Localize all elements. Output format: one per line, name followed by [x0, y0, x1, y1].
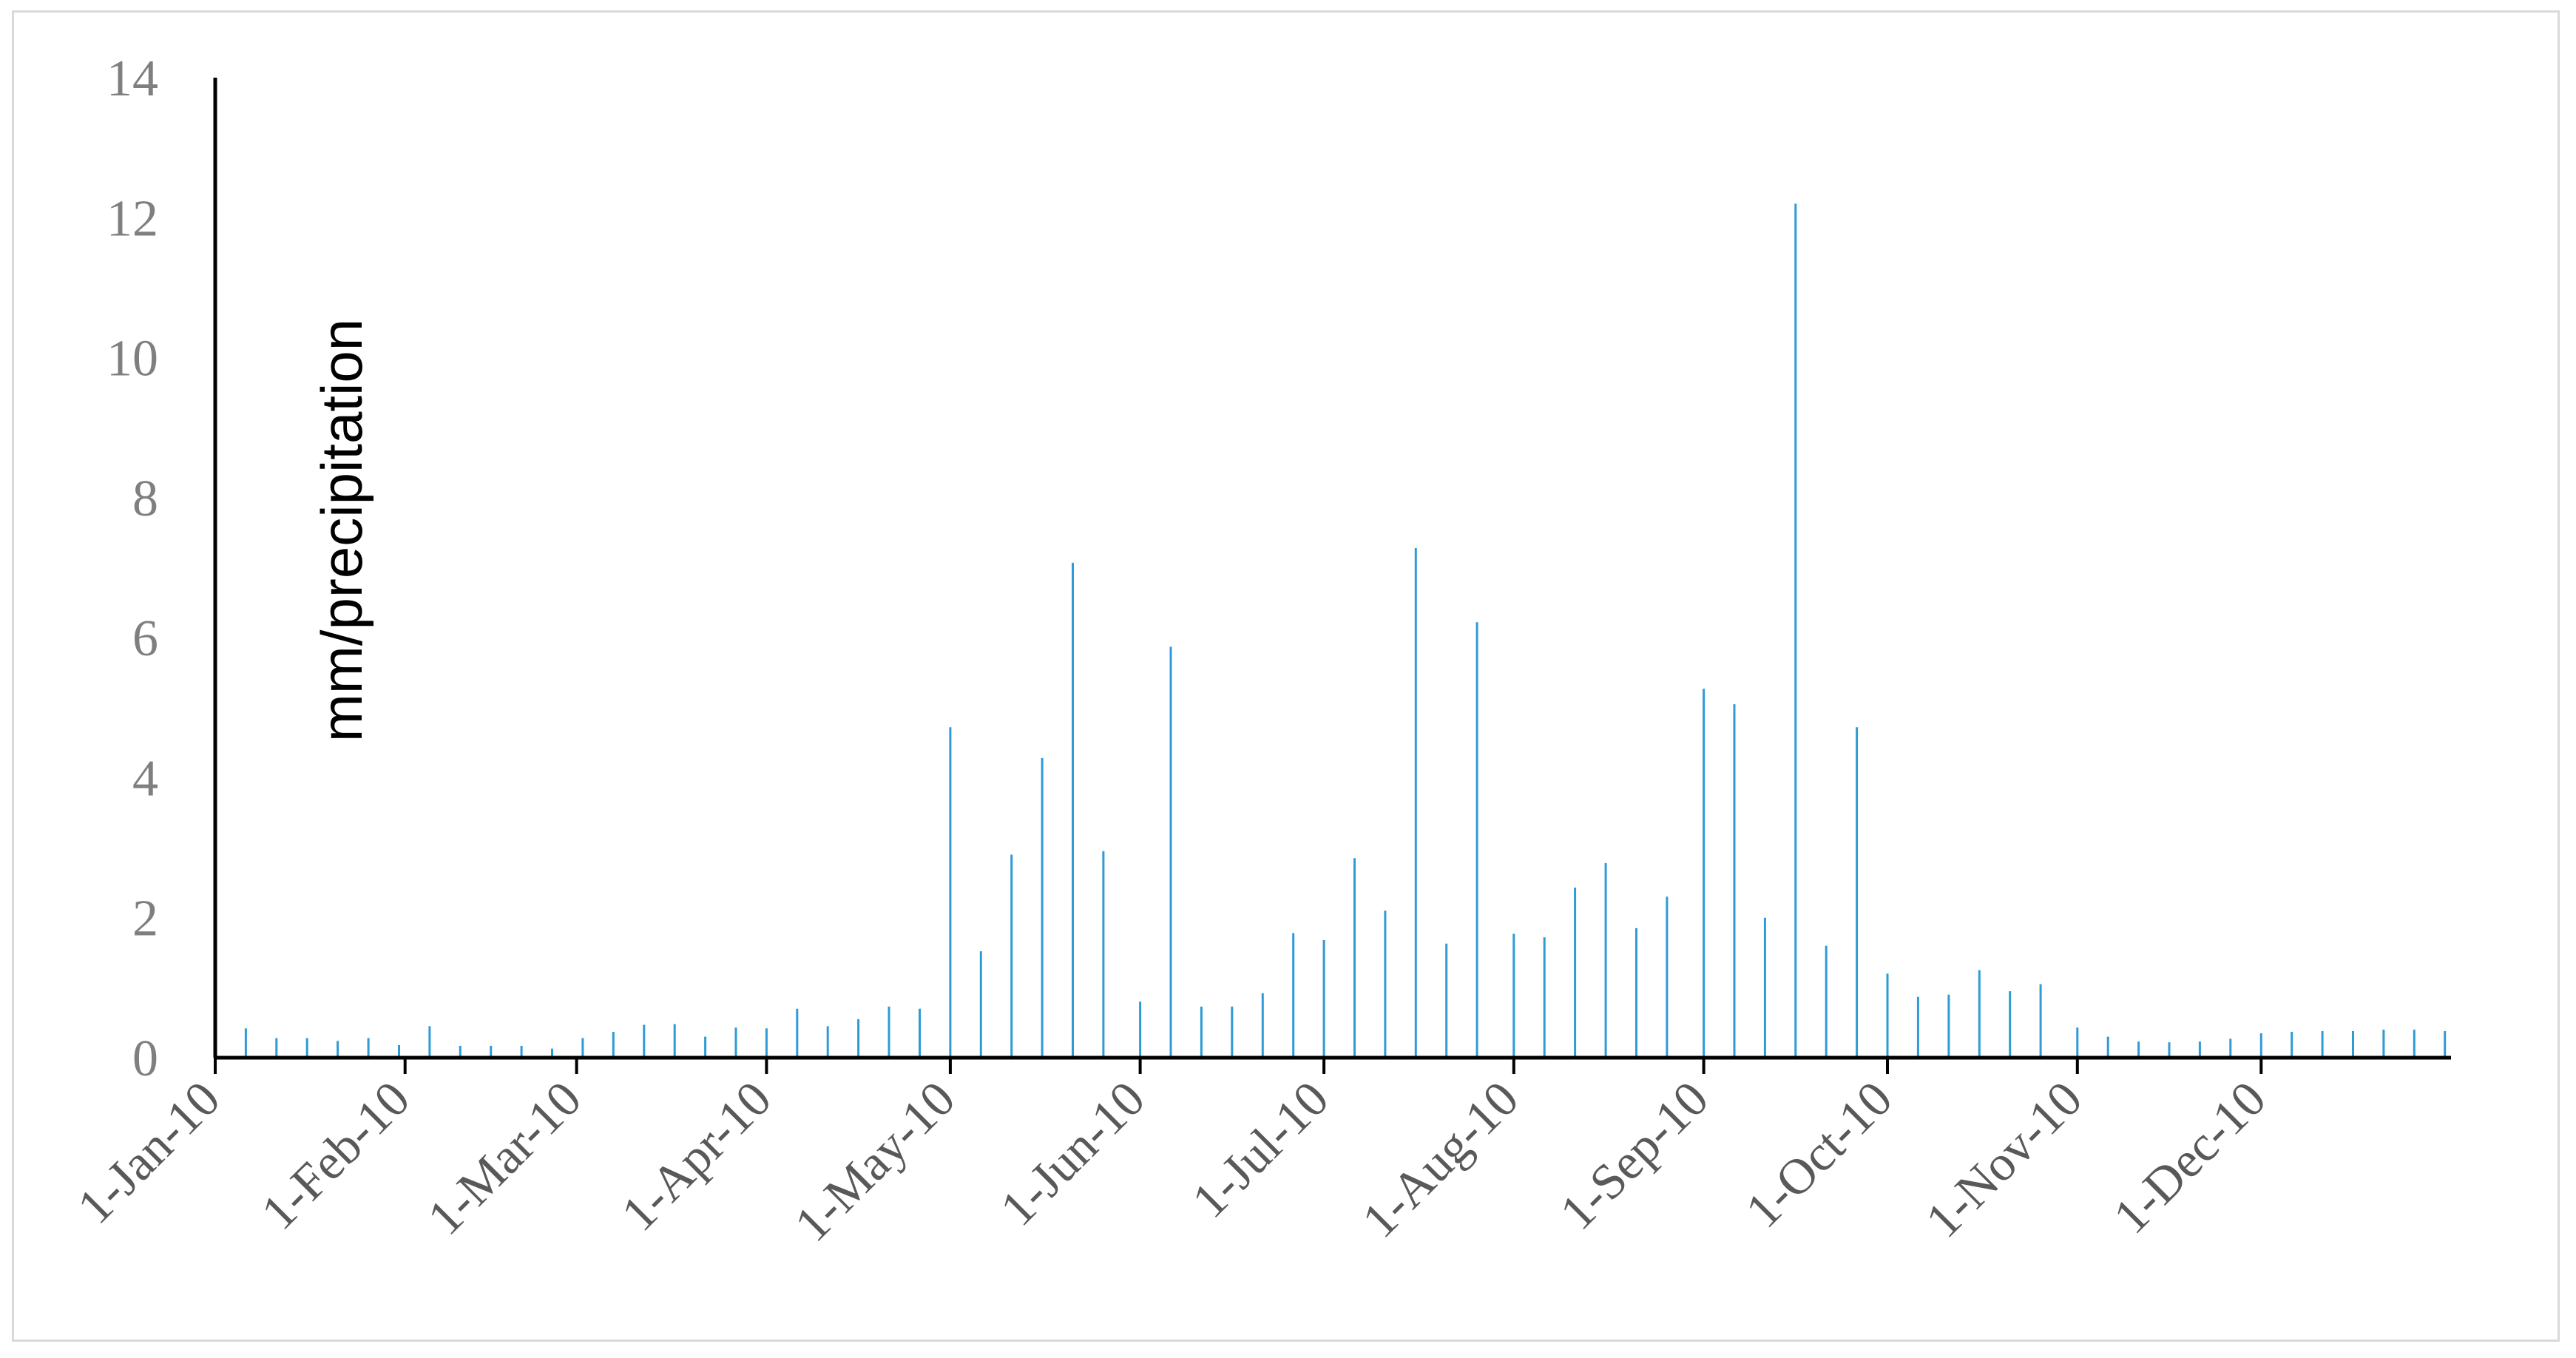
x-tick-labels: 1-Jan-10 1-Feb-101-Mar-10 1-Apr-10 1-May-10… [67, 1058, 2276, 1252]
y-tick-label: 4 [132, 750, 158, 807]
x-tick-label: 1-Aug-10 [1351, 1070, 1529, 1249]
y-tick-label: 2 [132, 891, 158, 947]
y-tick-label: 6 [132, 610, 158, 667]
x-tick-label: 1-May-10 [783, 1070, 965, 1252]
x-tick-label: 1-Mar-10 [416, 1070, 592, 1246]
x-tick-label: 1-Oct-10 [1734, 1070, 1902, 1238]
y-axis-title: mm/precipitation [309, 319, 374, 742]
y-tick-label: 12 [107, 190, 158, 247]
y-tick-label: 8 [132, 470, 158, 527]
y-tick-label: 14 [107, 50, 158, 107]
x-tick-label: 1-Dec-10 [2103, 1070, 2276, 1244]
y-tick-labels: 0 2 4 6 8 10 12 14 [107, 50, 158, 1087]
chart-frame: 0 2 4 6 8 10 12 14 1-Jan-10 1-Feb-10 1-Mar-10 1-Ap… [12, 10, 2560, 1342]
x-tick-label: 1-Jul-10 [1181, 1070, 1339, 1229]
x-tick-label: 1-Jan-10 [67, 1070, 231, 1234]
y-tick-label: 10 [107, 331, 158, 388]
bars-layer [214, 203, 2447, 1058]
x-tick-label: 1-Feb-10 [250, 1070, 420, 1240]
x-tick-label: 1-Jun-10 [990, 1070, 1156, 1237]
x-tick-label: 1-Sep-10 [1549, 1070, 1719, 1240]
x-tick-label: 1-Apr-10 [610, 1070, 782, 1242]
axes-layer [213, 78, 2451, 1060]
x-tick-label: 1-Nov-10 [1915, 1070, 2093, 1249]
y-tick-label: 0 [132, 1030, 158, 1087]
precipitation-chart: 0 2 4 6 8 10 12 14 1-Jan-10 1-Feb-101-Mar-10 1-Ap… [67, 50, 2451, 1252]
